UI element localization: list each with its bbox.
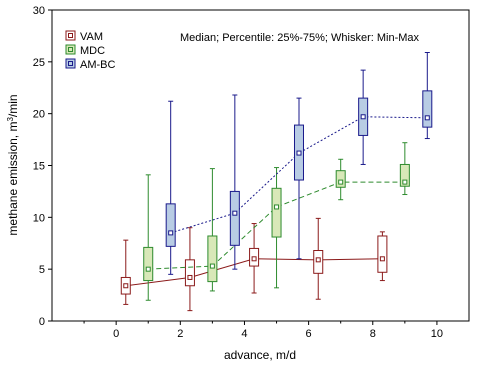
median-line-am-bc (170, 116, 428, 234)
legend-label-mdc: MDC (80, 45, 105, 57)
y-axis-title-sup: 3 (6, 117, 15, 122)
y-tick-label: 0 (39, 316, 45, 328)
y-tick-label: 10 (33, 212, 45, 224)
legend-marker-mdc (68, 47, 73, 52)
median-marker-mdc (402, 179, 408, 185)
legend-swatch-mdc (65, 44, 76, 55)
x-tick-label: 8 (370, 328, 376, 340)
median-marker-am-bc (296, 150, 302, 156)
y-axis-title-main: methane emission, m (6, 122, 20, 236)
median-marker-vam (187, 274, 193, 280)
y-axis-title: methane emission, m3/min (6, 94, 20, 235)
median-marker-mdc (274, 204, 280, 210)
legend: VAM MDC AM-BC (65, 30, 116, 71)
x-tick-label: 0 (113, 328, 119, 340)
median-marker-mdc (338, 179, 344, 185)
y-tick-label: 30 (33, 5, 45, 17)
median-marker-vam (315, 257, 321, 263)
legend-marker-ambc (68, 61, 73, 66)
y-axis-title-end: /min (6, 94, 20, 117)
y-tick-label: 5 (39, 264, 45, 276)
median-marker-am-bc (360, 114, 366, 120)
x-axis-title: advance, m/d (224, 348, 296, 362)
box-am-bc (165, 203, 176, 247)
box-am-bc (422, 90, 433, 128)
median-marker-vam (251, 256, 257, 262)
x-tick-label: 10 (431, 328, 443, 340)
x-tick-label: 6 (306, 328, 312, 340)
legend-label-vam: VAM (80, 31, 103, 43)
box-mdc (399, 163, 410, 187)
median-marker-am-bc (232, 210, 238, 216)
box-vam (377, 235, 388, 273)
median-line-mdc (148, 181, 405, 270)
chart-annotation: Median; Percentile: 25%-75%; Whisker: Mi… (180, 32, 420, 44)
plot-layer (120, 52, 433, 312)
box-vam (184, 259, 195, 287)
axis-layer: 0 2 4 6 8 10 0 5 10 15 20 25 30 (33, 5, 443, 340)
box-mdc (143, 246, 154, 282)
box-mdc (271, 187, 282, 238)
median-marker-am-bc (168, 230, 174, 236)
legend-marker-vam (68, 33, 73, 38)
legend-label-ambc: AM-BC (80, 59, 116, 71)
median-marker-mdc (145, 266, 151, 272)
y-tick-label: 15 (33, 161, 45, 173)
median-marker-vam (379, 256, 385, 262)
legend-swatch-ambc (65, 58, 76, 69)
box-mdc (207, 235, 218, 283)
box-am-bc (229, 190, 240, 246)
y-tick-label: 20 (33, 109, 45, 121)
x-tick-label: 4 (241, 328, 247, 340)
median-marker-mdc (209, 263, 215, 269)
median-marker-vam (123, 283, 129, 289)
y-tick-label: 25 (33, 57, 45, 69)
box-mdc (335, 170, 346, 188)
x-tick-label: 2 (177, 328, 183, 340)
legend-swatch-vam (65, 30, 76, 41)
median-marker-am-bc (424, 115, 430, 121)
